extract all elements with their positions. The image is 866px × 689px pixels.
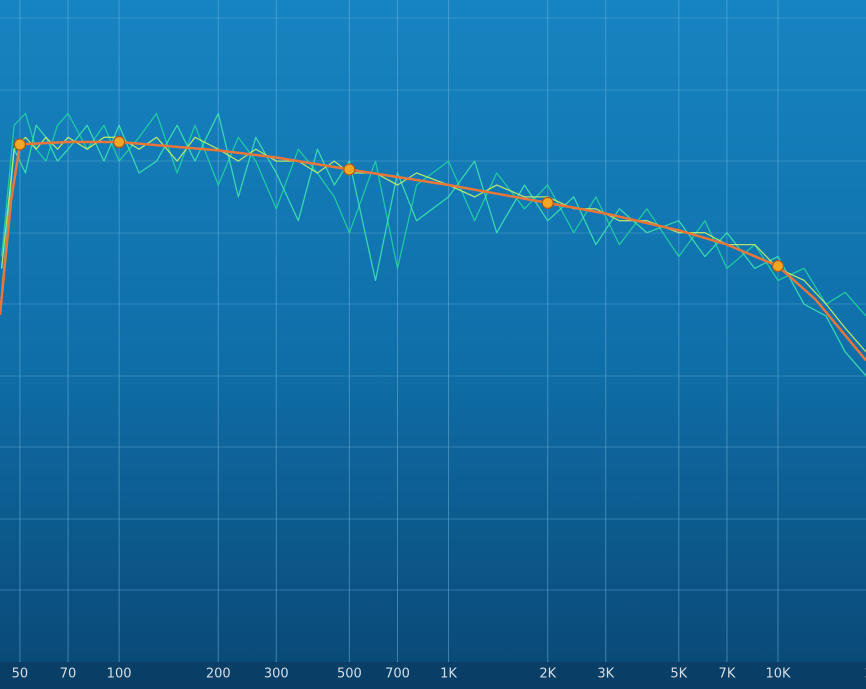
x-tick-label: 200 (206, 667, 231, 682)
eq-node (112, 135, 126, 149)
response-line (0, 140, 866, 362)
eq-node (343, 163, 356, 176)
eq-node (541, 196, 554, 209)
x-tick-label: 1K (440, 667, 457, 682)
x-tick-label: 2K (539, 667, 556, 682)
response-line (0, 112, 866, 377)
plot-background (0, 0, 866, 662)
x-tick-label: 500 (337, 667, 362, 682)
x-tick-label: 50 (12, 667, 29, 682)
x-tick-label: 5K (670, 667, 687, 682)
x-tick-label: 300 (264, 667, 289, 682)
x-tick-label: 10K (765, 667, 791, 682)
x-tick-label: 100 (107, 667, 132, 682)
x-tick-label: 20K (865, 667, 866, 682)
x-tick-label: 700 (385, 667, 410, 682)
x-tick-label: 7K (719, 667, 736, 682)
eq-node (771, 259, 785, 273)
eq-node (13, 138, 27, 151)
axis-band (0, 662, 866, 689)
x-tick-label: 3K (597, 667, 614, 682)
horizontal-grid (0, 17, 866, 591)
x-tick-label: 70 (60, 667, 77, 682)
